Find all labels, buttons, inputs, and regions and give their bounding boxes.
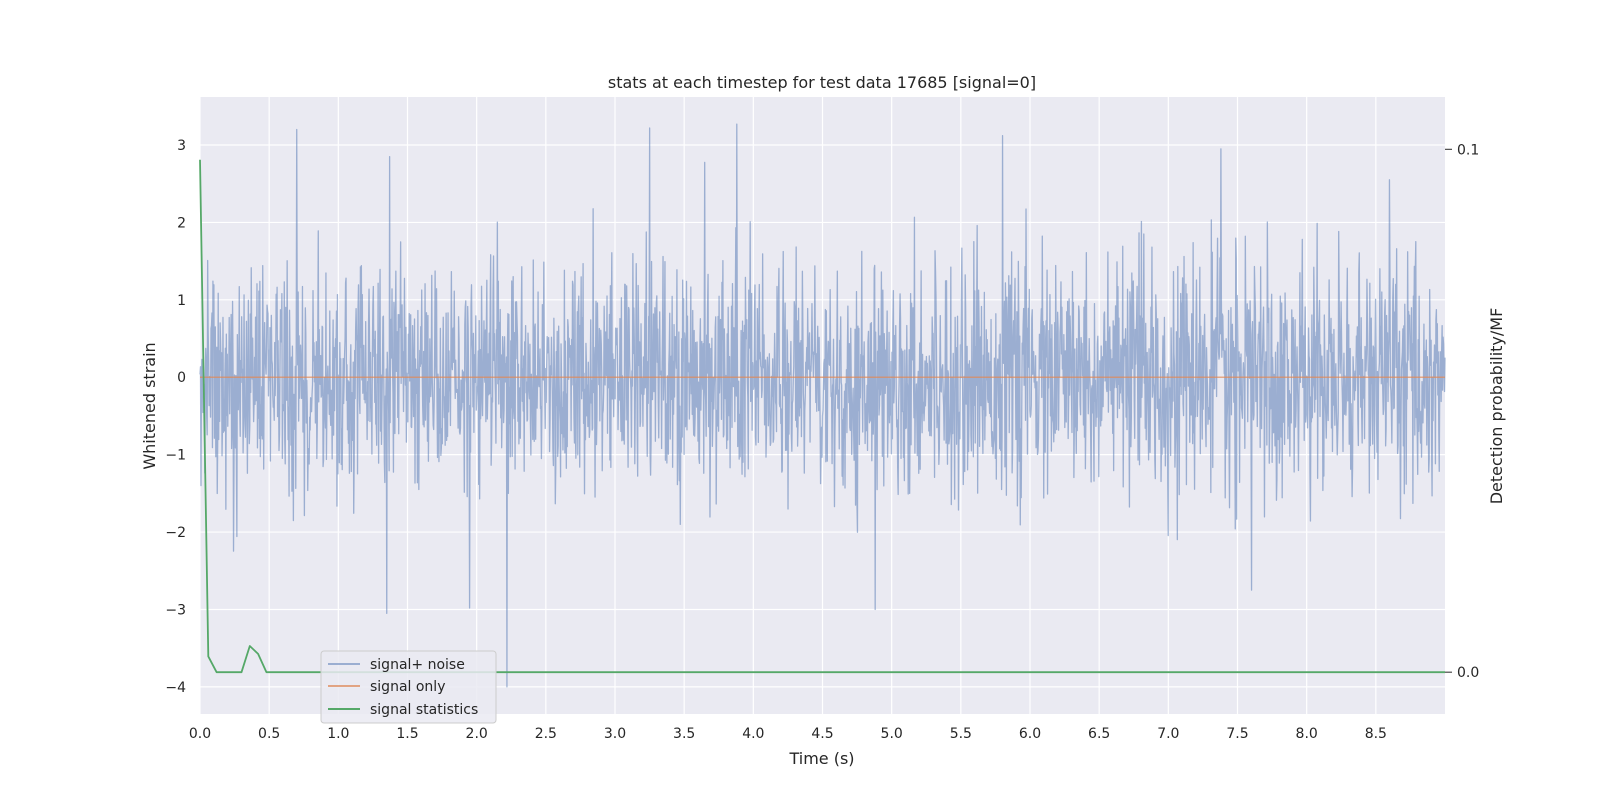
- x-tick-label: 8.0: [1296, 726, 1318, 742]
- x-tick-label: 5.5: [950, 726, 972, 742]
- series-signal-statistics-line: [199, 159, 1445, 674]
- y-axis-label: Whitened strain: [140, 342, 159, 469]
- y-right-tick-label: 0.0: [1457, 665, 1479, 681]
- x-tick-label: 7.0: [1157, 726, 1179, 742]
- x-tick-label: 1.5: [396, 726, 418, 742]
- x-tick-label: 3.5: [673, 726, 695, 742]
- x-tick-label: 4.5: [811, 726, 833, 742]
- y-tick-label: 1: [177, 293, 186, 309]
- noise-series-layer: [199, 123, 1446, 688]
- legend-label-statistics: signal statistics: [370, 702, 478, 718]
- y-tick-label: −4: [165, 680, 186, 696]
- y-tick-label: 0: [177, 370, 186, 386]
- x-tick-label: 5.0: [881, 726, 903, 742]
- legend-label-signal: signal only: [370, 679, 445, 695]
- y-right-tick-label: 0.1: [1457, 142, 1479, 158]
- chart-title: stats at each timestep for test data 176…: [608, 73, 1036, 92]
- x-tick-label: 0.0: [189, 726, 211, 742]
- legend-box: [320, 650, 497, 724]
- y-tick-label: 2: [177, 215, 186, 231]
- line-series-layer: [199, 159, 1445, 674]
- x-tick-label: 0.5: [258, 726, 280, 742]
- x-tick-label: 2.5: [535, 726, 557, 742]
- x-tick-label: 8.5: [1365, 726, 1387, 742]
- x-tick-label: 3.0: [604, 726, 626, 742]
- y-tick-label: −2: [165, 525, 186, 541]
- y-tick-label: −1: [165, 448, 186, 464]
- y-axis-right-label: Detection probability/MF: [1487, 308, 1506, 505]
- series-signal-noise-line: [199, 123, 1446, 688]
- x-axis-label: Time (s): [788, 749, 854, 768]
- x-tick-label: 7.5: [1226, 726, 1248, 742]
- x-tick-label: 4.0: [742, 726, 764, 742]
- x-tick-label: 6.5: [1088, 726, 1110, 742]
- y-tick-label: −3: [165, 602, 186, 618]
- x-tick-label: 1.0: [327, 726, 349, 742]
- y-tick-label: 3: [177, 138, 186, 154]
- legend-label-noise: signal+ noise: [370, 657, 465, 673]
- tick-labels: 0.0 0.5 1.0 1.5 2.0 2.5 3.0 3.5 4.0 4.5 5.0 5.5 6.0 6…: [165, 138, 1479, 742]
- x-tick-label: 6.0: [1019, 726, 1041, 742]
- x-tick-label: 2.0: [466, 726, 488, 742]
- legend: signal+ noise signal only signal statist…: [320, 650, 497, 724]
